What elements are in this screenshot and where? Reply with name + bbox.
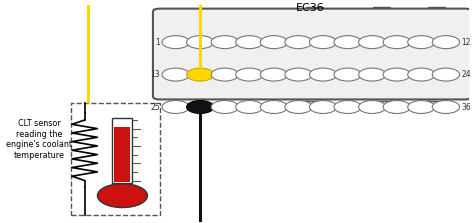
Circle shape xyxy=(236,68,263,81)
Circle shape xyxy=(187,68,214,81)
Text: CLT sensor
reading the
engine's coolant
temperature: CLT sensor reading the engine's coolant … xyxy=(6,119,72,159)
Bar xyxy=(428,96,445,101)
Circle shape xyxy=(408,101,435,114)
Circle shape xyxy=(310,68,337,81)
Text: 24: 24 xyxy=(461,70,471,79)
Circle shape xyxy=(236,36,263,49)
Circle shape xyxy=(162,68,189,81)
Circle shape xyxy=(285,101,312,114)
Text: EC36: EC36 xyxy=(295,3,324,13)
Circle shape xyxy=(334,68,361,81)
Bar xyxy=(114,127,130,182)
Bar xyxy=(373,7,391,12)
Circle shape xyxy=(432,68,460,81)
Circle shape xyxy=(211,101,238,114)
Circle shape xyxy=(211,68,238,81)
Circle shape xyxy=(98,184,147,208)
Circle shape xyxy=(260,68,288,81)
Circle shape xyxy=(383,36,410,49)
Text: 36: 36 xyxy=(461,103,471,112)
Bar xyxy=(428,7,445,12)
Text: 12: 12 xyxy=(461,38,471,47)
Circle shape xyxy=(432,36,460,49)
Circle shape xyxy=(408,36,435,49)
Circle shape xyxy=(310,36,337,49)
Circle shape xyxy=(187,101,214,114)
Circle shape xyxy=(285,68,312,81)
Circle shape xyxy=(383,101,410,114)
FancyBboxPatch shape xyxy=(153,9,471,99)
Text: 1: 1 xyxy=(155,38,160,47)
Bar xyxy=(112,118,132,183)
Text: 25: 25 xyxy=(151,103,160,112)
Circle shape xyxy=(187,36,214,49)
Text: 13: 13 xyxy=(151,70,160,79)
Circle shape xyxy=(211,36,238,49)
Circle shape xyxy=(260,36,288,49)
Circle shape xyxy=(310,101,337,114)
Circle shape xyxy=(334,36,361,49)
Circle shape xyxy=(358,101,386,114)
Circle shape xyxy=(358,36,386,49)
Circle shape xyxy=(383,68,410,81)
Circle shape xyxy=(162,36,189,49)
Circle shape xyxy=(432,101,460,114)
Circle shape xyxy=(358,68,386,81)
Circle shape xyxy=(334,101,361,114)
Bar xyxy=(71,103,160,215)
Circle shape xyxy=(260,101,288,114)
Bar xyxy=(306,7,323,12)
Circle shape xyxy=(162,101,189,114)
Circle shape xyxy=(408,68,435,81)
Bar xyxy=(306,96,323,101)
Circle shape xyxy=(236,101,263,114)
Bar xyxy=(373,96,391,101)
Circle shape xyxy=(285,36,312,49)
